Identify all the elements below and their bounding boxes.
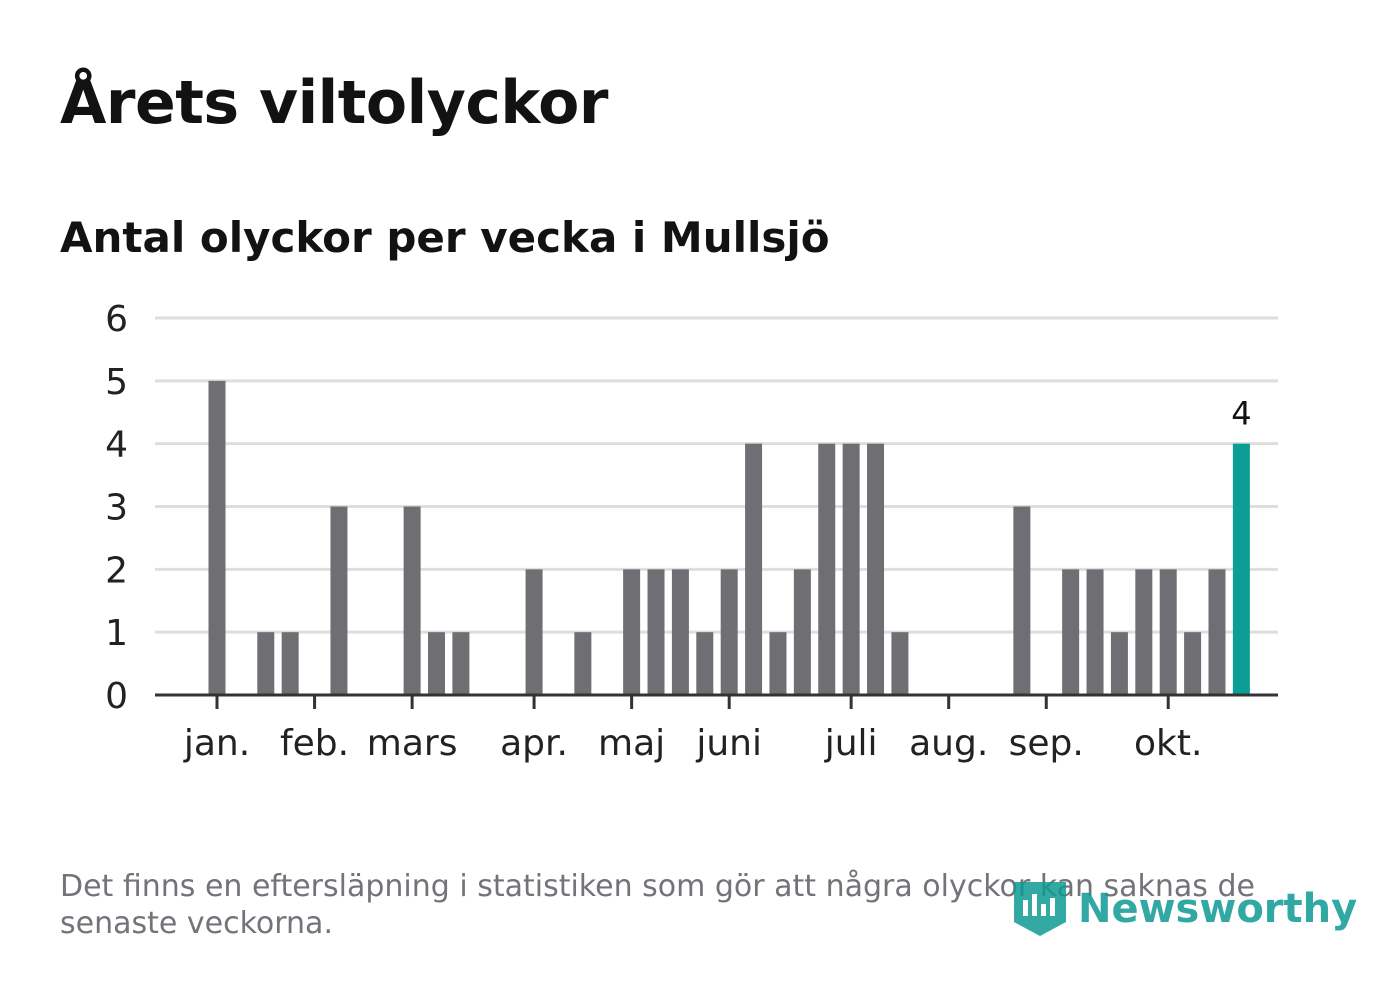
bar bbox=[720, 569, 738, 695]
y-tick-label: 0 bbox=[105, 676, 128, 717]
bar bbox=[452, 632, 470, 695]
bar bbox=[671, 569, 689, 695]
bar bbox=[1013, 506, 1031, 695]
x-tick-label: juli bbox=[824, 723, 878, 764]
bar bbox=[696, 632, 714, 695]
chart-subtitle: Antal olyckor per vecka i Mullsjö bbox=[60, 213, 830, 262]
bar bbox=[1208, 569, 1226, 695]
x-tick-label: aug. bbox=[909, 723, 988, 764]
x-tick-label: mars bbox=[367, 723, 458, 764]
x-tick-label: jan. bbox=[183, 723, 250, 764]
y-tick-label: 5 bbox=[105, 362, 128, 403]
bar bbox=[403, 506, 421, 695]
bar bbox=[281, 632, 299, 695]
y-tick-label: 2 bbox=[105, 550, 128, 591]
x-tick-label: okt. bbox=[1134, 723, 1202, 764]
bar bbox=[1159, 569, 1177, 695]
x-tick-label: feb. bbox=[280, 723, 349, 764]
bar bbox=[769, 632, 787, 695]
bar bbox=[1184, 632, 1202, 695]
highlight-bar bbox=[1232, 443, 1250, 695]
bar bbox=[1135, 569, 1153, 695]
bar bbox=[818, 443, 836, 695]
newsworthy-logo: Newsworthy bbox=[1010, 878, 1357, 940]
bar bbox=[1062, 569, 1080, 695]
bar bbox=[623, 569, 641, 695]
bar bbox=[793, 569, 811, 695]
y-tick-label: 6 bbox=[105, 299, 128, 340]
highlight-bar-label: 4 bbox=[1231, 395, 1251, 433]
chart-title: Årets viltolyckor bbox=[60, 68, 609, 138]
y-tick-label: 3 bbox=[105, 488, 128, 529]
bar bbox=[257, 632, 275, 695]
bar bbox=[428, 632, 446, 695]
bar bbox=[745, 443, 763, 695]
x-tick-label: apr. bbox=[500, 723, 568, 764]
bar bbox=[891, 632, 909, 695]
x-tick-label: maj bbox=[598, 723, 665, 764]
y-tick-label: 4 bbox=[105, 425, 128, 466]
bar bbox=[330, 506, 348, 695]
bar bbox=[842, 443, 860, 695]
y-tick-label: 1 bbox=[105, 613, 128, 654]
bar bbox=[574, 632, 592, 695]
x-tick-label: sep. bbox=[1009, 723, 1084, 764]
bar bbox=[208, 380, 226, 695]
bar bbox=[1110, 632, 1128, 695]
bar bbox=[525, 569, 543, 695]
bar bbox=[867, 443, 885, 695]
bar bbox=[1086, 569, 1104, 695]
x-tick-label: juni bbox=[695, 723, 762, 764]
bar bbox=[647, 569, 665, 695]
newsworthy-logo-icon bbox=[1014, 882, 1066, 936]
logo-text: Newsworthy bbox=[1078, 886, 1358, 932]
